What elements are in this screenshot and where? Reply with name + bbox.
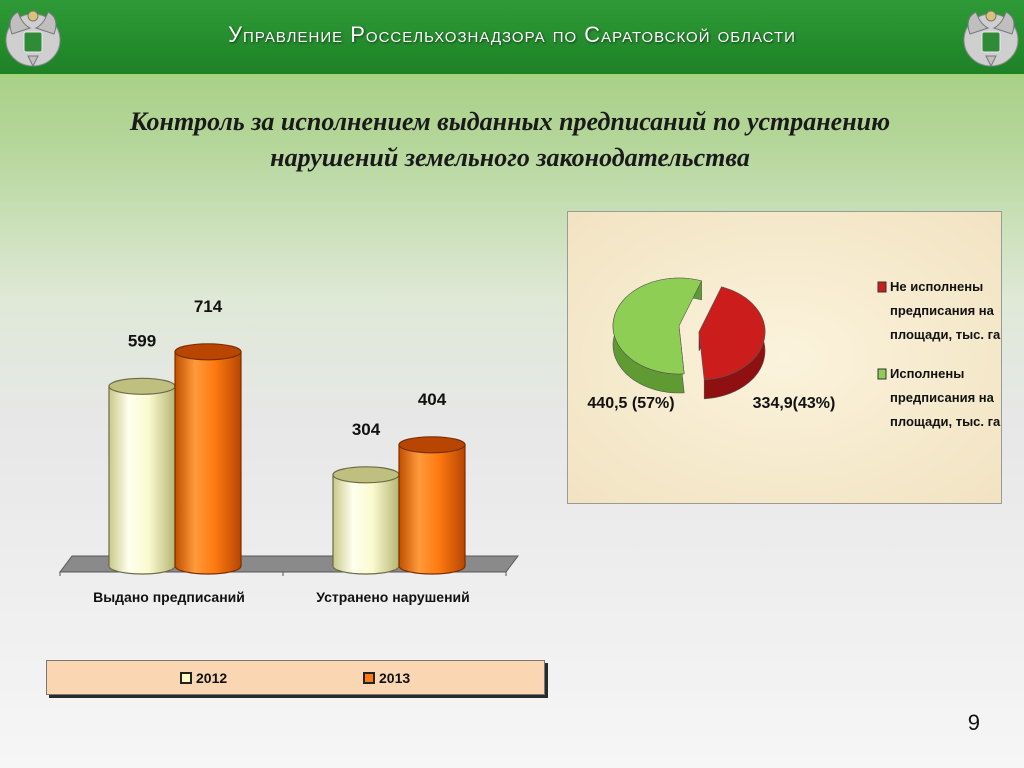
legend-label-2013: 2013 xyxy=(379,670,411,686)
slide-title: Контроль за исполнением выданных предпис… xyxy=(80,104,940,176)
emblem-icon xyxy=(963,10,1019,68)
bar-value-label: 404 xyxy=(418,390,447,409)
pie-legend-text: Исполнены xyxy=(890,366,964,381)
legend-label-2012: 2012 xyxy=(196,670,228,686)
bar-value-label: 714 xyxy=(194,300,223,316)
bar-2012-1 xyxy=(332,466,400,575)
pie-slice-0 xyxy=(698,286,766,400)
category-label: Устранено нарушений xyxy=(316,589,469,605)
bar-chart-legend: 2012 2013 xyxy=(46,660,545,695)
pie-data-label: 440,5 (57%) xyxy=(587,395,674,412)
pie-legend-swatch xyxy=(877,368,887,380)
bar-2013-1 xyxy=(398,436,466,575)
pie-legend-text: предписания на xyxy=(890,390,995,405)
legend-swatch-2013 xyxy=(363,672,375,684)
header-title: Управление Россельхознадзора по Саратовс… xyxy=(228,22,796,47)
bar-value-label: 304 xyxy=(352,420,381,439)
pie-legend-swatch xyxy=(877,281,887,293)
pie-data-label: 334,9(43%) xyxy=(753,395,836,412)
pie-legend-text: предписания на xyxy=(890,303,995,318)
legend-swatch-2012 xyxy=(180,672,192,684)
bar-2013-0 xyxy=(174,343,242,575)
header-bar: Управление Россельхознадзора по Саратовс… xyxy=(0,0,1024,77)
slide-title-line-1: Контроль за исполнением выданных предпис… xyxy=(129,107,891,136)
category-label: Выдано предписаний xyxy=(93,589,245,605)
legend-item-2013: 2013 xyxy=(363,670,410,686)
pie-legend-text: площади, тыс. га xyxy=(890,414,1001,429)
page-number: 9 xyxy=(967,710,980,735)
pie-slice-1 xyxy=(612,277,703,394)
slide-title-line-2: нарушений земельного законодательства xyxy=(270,143,750,172)
pie-legend-text: площади, тыс. га xyxy=(890,327,1001,342)
bar-2012-0 xyxy=(108,377,176,575)
bar-chart: 599 304 714 404 Выдано предписаний Устранено… xyxy=(59,300,519,605)
pie-chart-panel: 334,9(43%) 440,5 (57%) Не исполнены предпи… xyxy=(567,211,1002,504)
bar-value-label: 599 xyxy=(128,331,156,350)
legend-item-2012: 2012 xyxy=(180,670,227,686)
emblem-icon xyxy=(5,10,61,68)
pie-legend-text: Не исполнены xyxy=(890,279,983,294)
